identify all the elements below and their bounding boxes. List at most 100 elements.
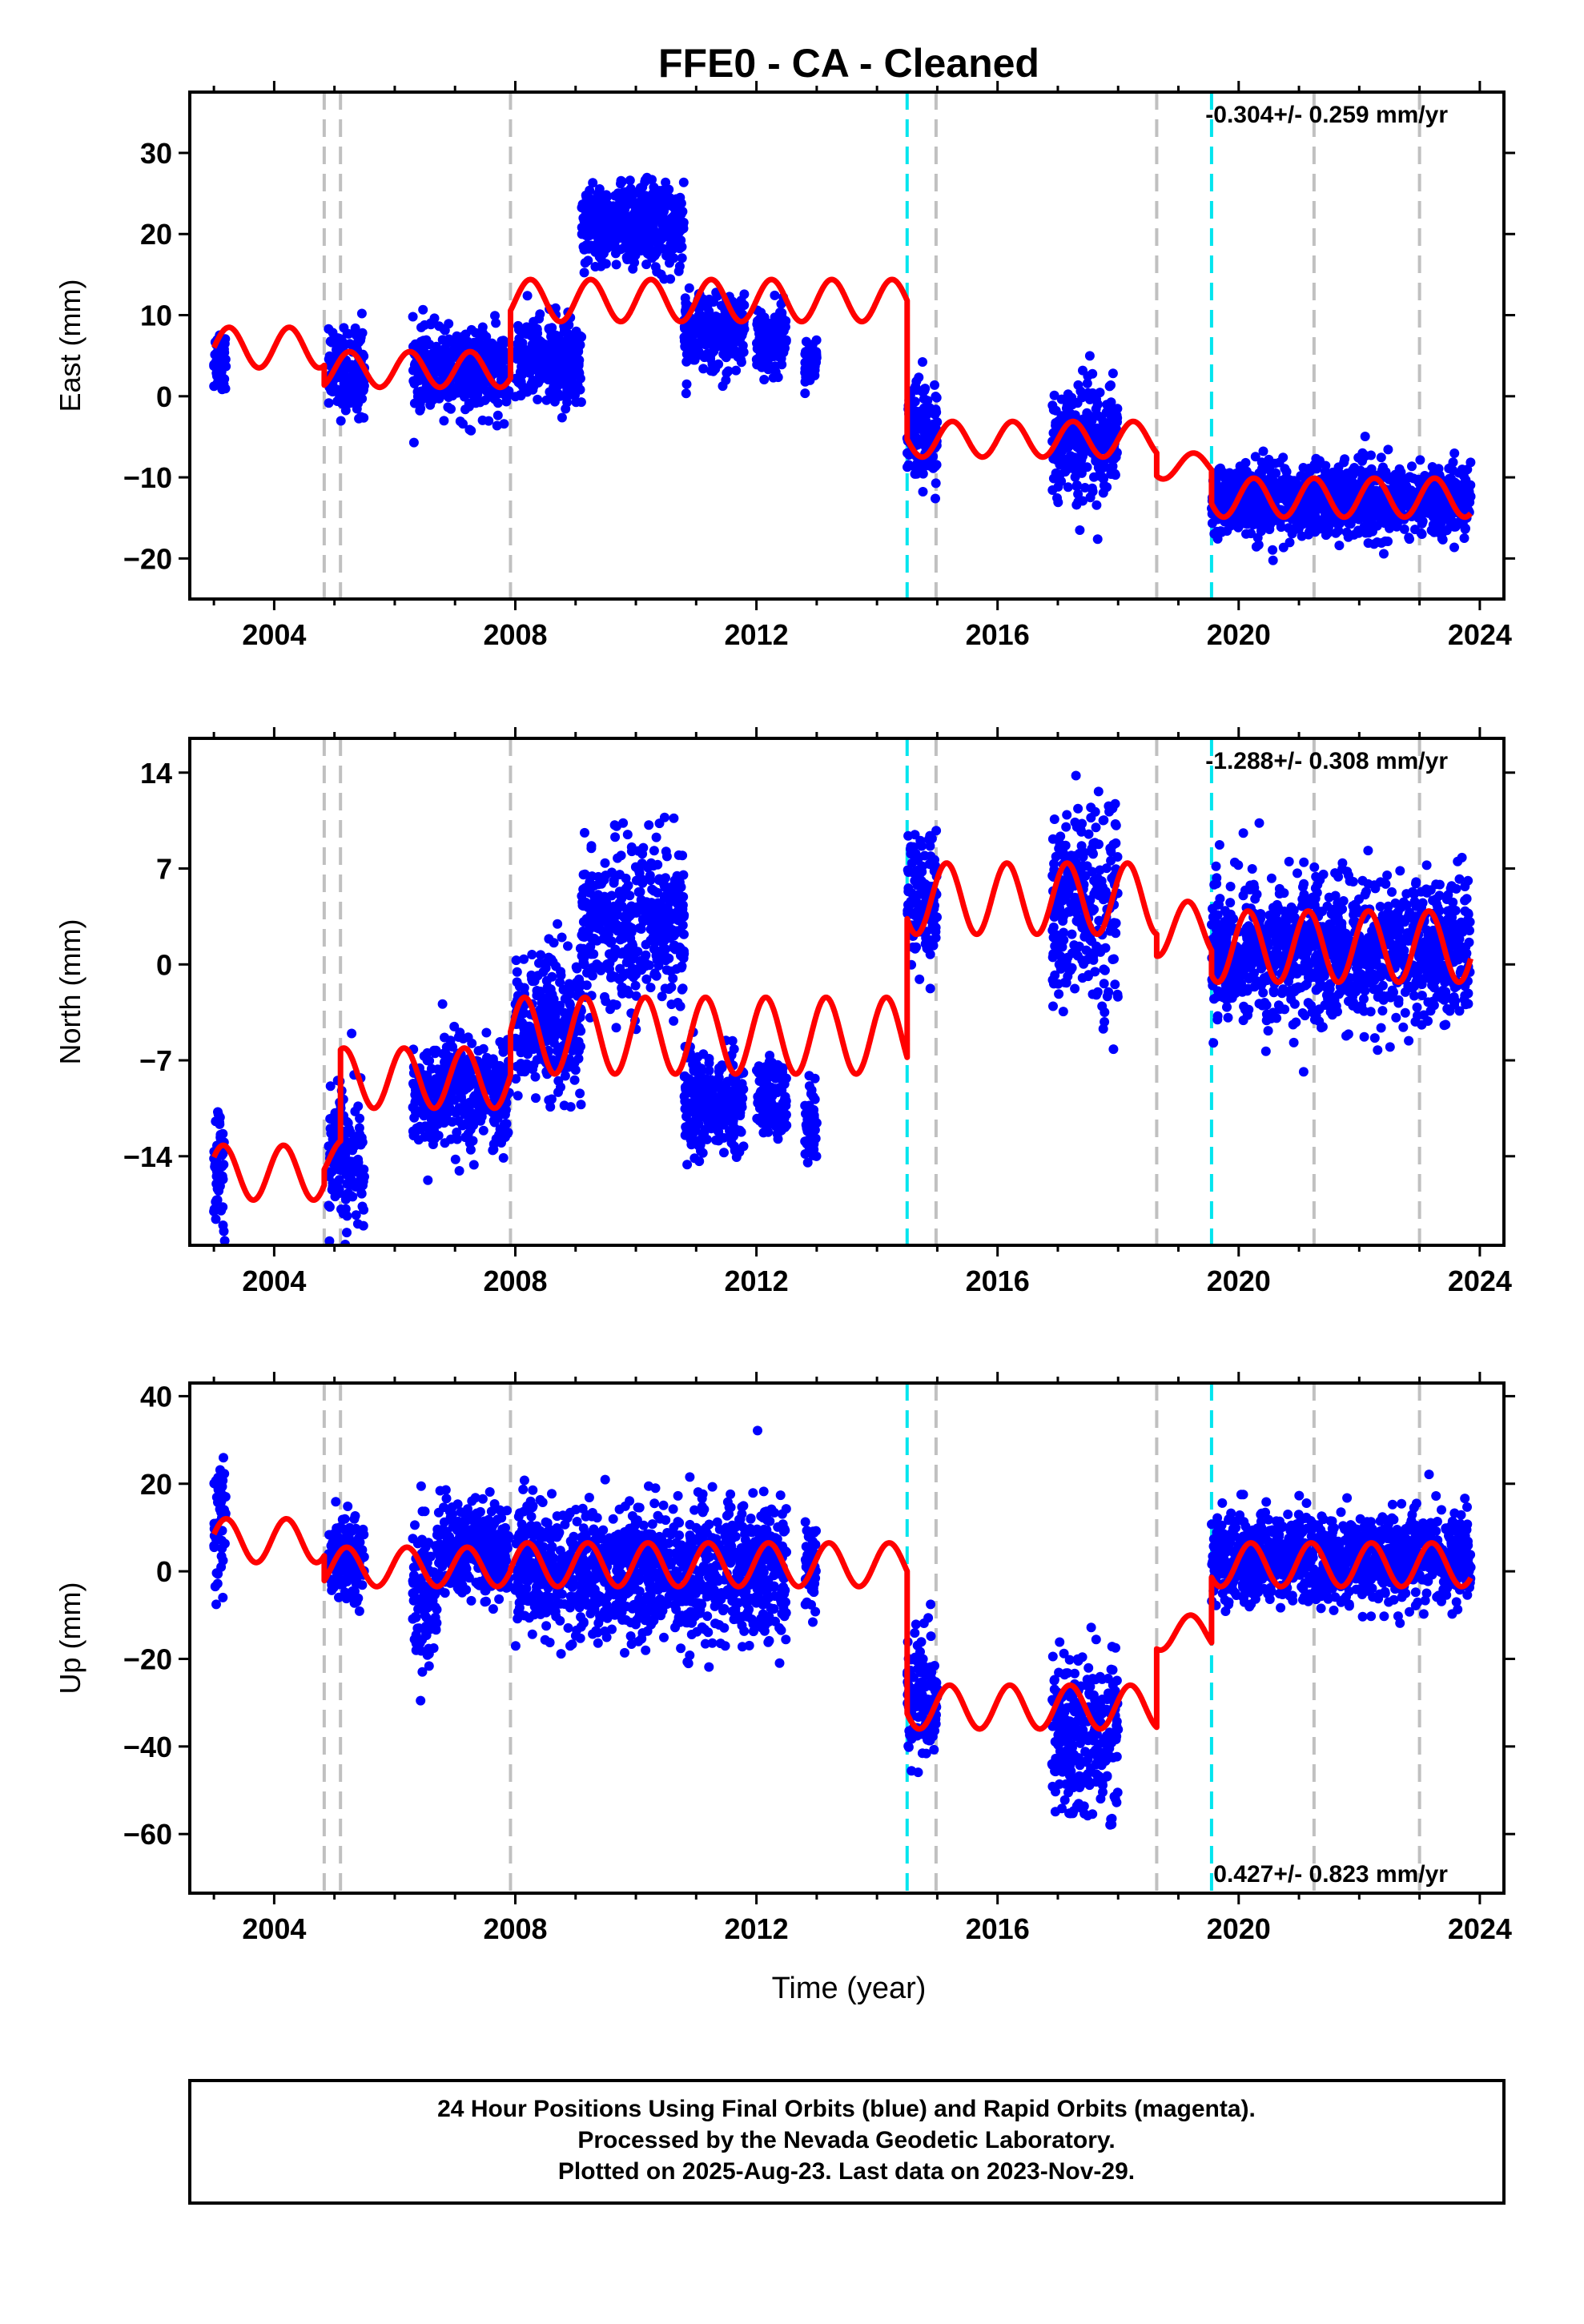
east-data-point: [560, 358, 570, 368]
east-velocity-label: -0.304+/- 0.259 mm/yr: [1205, 102, 1448, 128]
north-data-point: [530, 1072, 541, 1082]
east-data-point: [326, 336, 336, 346]
north-data-point: [512, 977, 522, 987]
east-data-point: [1087, 368, 1098, 379]
east-data-point: [903, 448, 912, 458]
east-data-point: [557, 378, 568, 388]
east-data-point: [1087, 486, 1098, 497]
north-data-point: [654, 923, 664, 933]
east-data-point: [1339, 457, 1349, 468]
east-data-point: [1070, 452, 1080, 463]
east-data-point: [490, 311, 500, 321]
north-data-point: [611, 1023, 621, 1033]
east-data-point: [617, 176, 627, 187]
north-data-point: [600, 858, 610, 868]
east-data-point: [681, 349, 692, 360]
north-data-point: [411, 1127, 420, 1137]
north-data-point: [498, 1047, 509, 1057]
east-data-point: [219, 379, 229, 389]
north-data-point: [352, 1132, 362, 1142]
east-data-point: [455, 344, 465, 355]
east-data-point: [681, 356, 692, 367]
east-data-point: [698, 364, 709, 374]
north-data-point: [432, 1073, 443, 1084]
east-data-point: [601, 259, 611, 269]
north-data-point: [549, 1033, 559, 1043]
east-data-point: [415, 405, 425, 416]
east-data-point: [577, 199, 588, 210]
north-data-point: [468, 1160, 479, 1170]
east-data-point: [669, 235, 679, 245]
east-data-point: [1106, 380, 1116, 390]
east-data-point: [547, 323, 557, 333]
east-data-points: [209, 172, 1476, 565]
east-data-point: [520, 350, 530, 360]
east-data-point: [918, 357, 927, 367]
north-data-point: [661, 965, 672, 975]
east-data-point: [1260, 504, 1271, 514]
north-data-point: [352, 1219, 363, 1229]
north-data-point: [665, 895, 675, 906]
north-data-point: [597, 902, 607, 912]
east-data-point: [810, 347, 821, 357]
east-data-point: [917, 460, 927, 470]
east-data-point: [462, 364, 472, 374]
east-data-point: [759, 375, 770, 384]
east-data-point: [421, 351, 432, 361]
north-data-point: [344, 1124, 354, 1134]
east-data-point: [911, 376, 922, 387]
north-data-point: [440, 1138, 450, 1148]
east-data-point: [1376, 452, 1386, 463]
north-data-point: [675, 947, 685, 957]
east-data-point: [1340, 486, 1349, 497]
north-data-point: [551, 961, 561, 971]
east-data-point: [656, 243, 666, 253]
east-data-point: [1357, 456, 1367, 466]
east-data-point: [416, 322, 426, 332]
east-data-point: [1396, 467, 1406, 477]
north-data-point: [545, 1102, 556, 1112]
east-data-point: [611, 206, 621, 216]
east-data-point: [1307, 511, 1317, 521]
east-data-point: [551, 330, 561, 340]
east-data-point: [759, 324, 770, 335]
north-data-point: [464, 1138, 475, 1148]
north-data-point: [351, 1210, 361, 1220]
east-data-point: [426, 318, 436, 328]
north-data-point: [351, 1182, 361, 1192]
east-data-point: [601, 192, 612, 203]
north-data-point: [653, 932, 664, 943]
east-data-point: [617, 233, 627, 243]
north-data-point: [513, 1091, 523, 1101]
east-data-point: [1106, 463, 1116, 473]
east-data-point: [620, 241, 630, 251]
east-data-point: [354, 413, 364, 424]
north-data-point: [455, 1027, 465, 1038]
east-data-point: [923, 396, 933, 406]
north-data-point: [324, 1202, 335, 1212]
east-data-point: [680, 335, 690, 345]
east-data-point: [444, 319, 454, 329]
east-data-point: [655, 189, 665, 199]
east-data-point: [1075, 525, 1085, 535]
east-data-point: [412, 366, 423, 376]
north-data-point: [615, 963, 625, 974]
north-data-point: [617, 983, 627, 993]
east-data-point: [446, 351, 456, 361]
east-x-tick-label: 2012: [725, 618, 789, 651]
east-data-point: [1309, 495, 1320, 505]
north-data-point: [577, 897, 588, 907]
east-data-point: [415, 343, 425, 353]
north-data-point: [677, 920, 688, 931]
east-data-point: [1075, 386, 1086, 396]
east-data-point: [691, 348, 702, 358]
east-data-point: [436, 363, 447, 373]
north-data-point: [342, 1228, 352, 1238]
east-data-point: [1362, 521, 1373, 532]
east-data-point: [1103, 420, 1113, 430]
east-data-point: [439, 416, 449, 426]
north-data-point: [346, 1162, 356, 1172]
east-data-point: [1063, 482, 1073, 493]
east-data-point: [409, 379, 420, 388]
east-data-point: [1096, 412, 1107, 423]
